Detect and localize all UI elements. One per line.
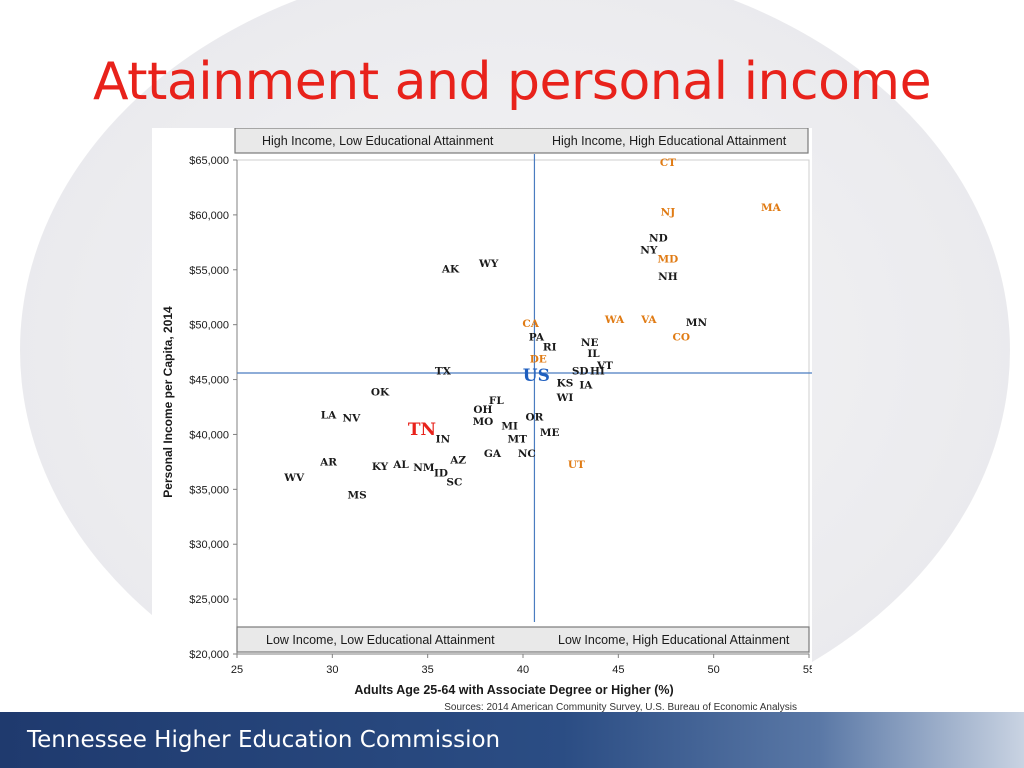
y-tick-label: $35,000 [189, 484, 229, 496]
state-point-mo: MO [473, 416, 494, 428]
footer-organization-name: Tennessee Higher Education Commission [27, 727, 501, 753]
x-tick-label: 45 [612, 664, 624, 676]
chart-panel: $20,000 $25,000 $30,000 $35,000 $40,000 $45,0… [152, 128, 812, 712]
state-point-wv: WV [283, 472, 305, 484]
source-note: Sources: 2014 American Community Survey,… [444, 702, 797, 712]
x-axis-title: Adults Age 25-64 with Associate Degree o… [354, 683, 673, 697]
y-axis-title: Personal Income per Capita, 2014 [161, 306, 175, 498]
state-point-wi: WI [556, 392, 574, 404]
quadrant-label-top-left: High Income, Low Educational Attainment [262, 134, 494, 148]
state-point-ks: KS [557, 378, 574, 390]
state-point-nc: NC [518, 448, 536, 460]
y-tick-label: $65,000 [189, 155, 229, 167]
y-tick-label: $60,000 [189, 210, 229, 222]
state-point-ga: GA [484, 448, 502, 460]
state-point-nd: ND [649, 233, 668, 245]
state-point-ky: KY [372, 461, 389, 473]
plot-area [236, 159, 810, 655]
state-point-ar: AR [319, 457, 337, 469]
state-point-wy: WY [478, 258, 499, 270]
x-axis: 25 30 35 40 45 50 55 [231, 653, 812, 676]
state-point-mi: MI [501, 420, 518, 432]
y-tick-label: $45,000 [189, 375, 229, 387]
state-point-ms: MS [348, 489, 367, 501]
state-point-sc: SC [446, 476, 462, 488]
state-point-me: ME [540, 427, 560, 439]
x-tick-label: 25 [231, 664, 243, 676]
state-point-vt: VT [596, 360, 613, 372]
state-point-ma: MA [761, 202, 782, 214]
state-point-oh: OH [473, 404, 492, 416]
state-point-fl: FL [489, 395, 504, 407]
state-point-nh: NH [658, 271, 678, 283]
y-tick-label: $20,000 [189, 649, 229, 661]
state-point-tn: TN [408, 420, 436, 440]
state-point-il: IL [587, 348, 600, 360]
state-point-ri: RI [543, 341, 557, 353]
y-tick-label: $30,000 [189, 539, 229, 551]
x-tick-label: 55 [803, 664, 812, 676]
state-point-us: US [523, 366, 550, 386]
state-point-de: DE [530, 353, 547, 365]
state-point-al: AL [392, 459, 409, 471]
state-point-or: OR [526, 412, 544, 424]
scatter-chart: $20,000 $25,000 $30,000 $35,000 $40,000 $45,0… [161, 128, 812, 712]
state-point-va: VA [640, 314, 657, 326]
state-point-md: MD [658, 253, 679, 265]
slide-title: Attainment and personal income [92, 52, 932, 112]
x-tick-label: 40 [517, 664, 529, 676]
state-point-ny: NY [640, 245, 658, 257]
x-tick-label: 35 [422, 664, 434, 676]
x-tick-label: 30 [326, 664, 338, 676]
quadrant-label-top-right: High Income, High Educational Attainment [552, 134, 787, 148]
state-point-co: CO [672, 331, 690, 343]
state-point-in: IN [436, 434, 451, 446]
state-point-ok: OK [371, 386, 390, 398]
top-quadrant-bar [234, 128, 809, 154]
state-point-la: LA [321, 409, 337, 421]
state-point-tx: TX [435, 365, 452, 377]
y-tick-label: $55,000 [189, 265, 229, 277]
state-point-id: ID [434, 468, 448, 480]
state-point-nm: NM [413, 462, 435, 474]
state-point-hi: HI [590, 365, 605, 377]
state-point-sd: SD [572, 365, 589, 377]
state-point-nj: NJ [661, 206, 676, 218]
state-point-nv: NV [343, 413, 362, 425]
bottom-quadrant-bar [236, 626, 810, 653]
quadrant-label-bottom-right: Low Income, High Educational Attainment [558, 633, 790, 647]
state-point-mt: MT [508, 434, 528, 446]
x-tick-label: 50 [708, 664, 720, 676]
quadrant-label-bottom-left: Low Income, Low Educational Attainment [266, 633, 495, 647]
footer-bar: Tennessee Higher Education Commission [0, 712, 1024, 768]
state-point-az: AZ [449, 454, 466, 466]
state-point-wa: WA [604, 314, 625, 326]
state-point-ct: CT [660, 157, 676, 169]
y-tick-label: $40,000 [189, 429, 229, 441]
y-axis: $20,000 $25,000 $30,000 $35,000 $40,000 $45,0… [189, 155, 238, 661]
state-point-mn: MN [686, 317, 708, 329]
state-point-ak: AK [441, 263, 460, 275]
y-tick-label: $50,000 [189, 320, 229, 332]
state-point-ut: UT [568, 459, 585, 471]
y-tick-label: $25,000 [189, 594, 229, 606]
state-point-ca: CA [522, 318, 539, 330]
state-point-ia: IA [579, 380, 593, 392]
state-point-pa: PA [529, 331, 545, 343]
state-point-ne: NE [581, 337, 599, 349]
